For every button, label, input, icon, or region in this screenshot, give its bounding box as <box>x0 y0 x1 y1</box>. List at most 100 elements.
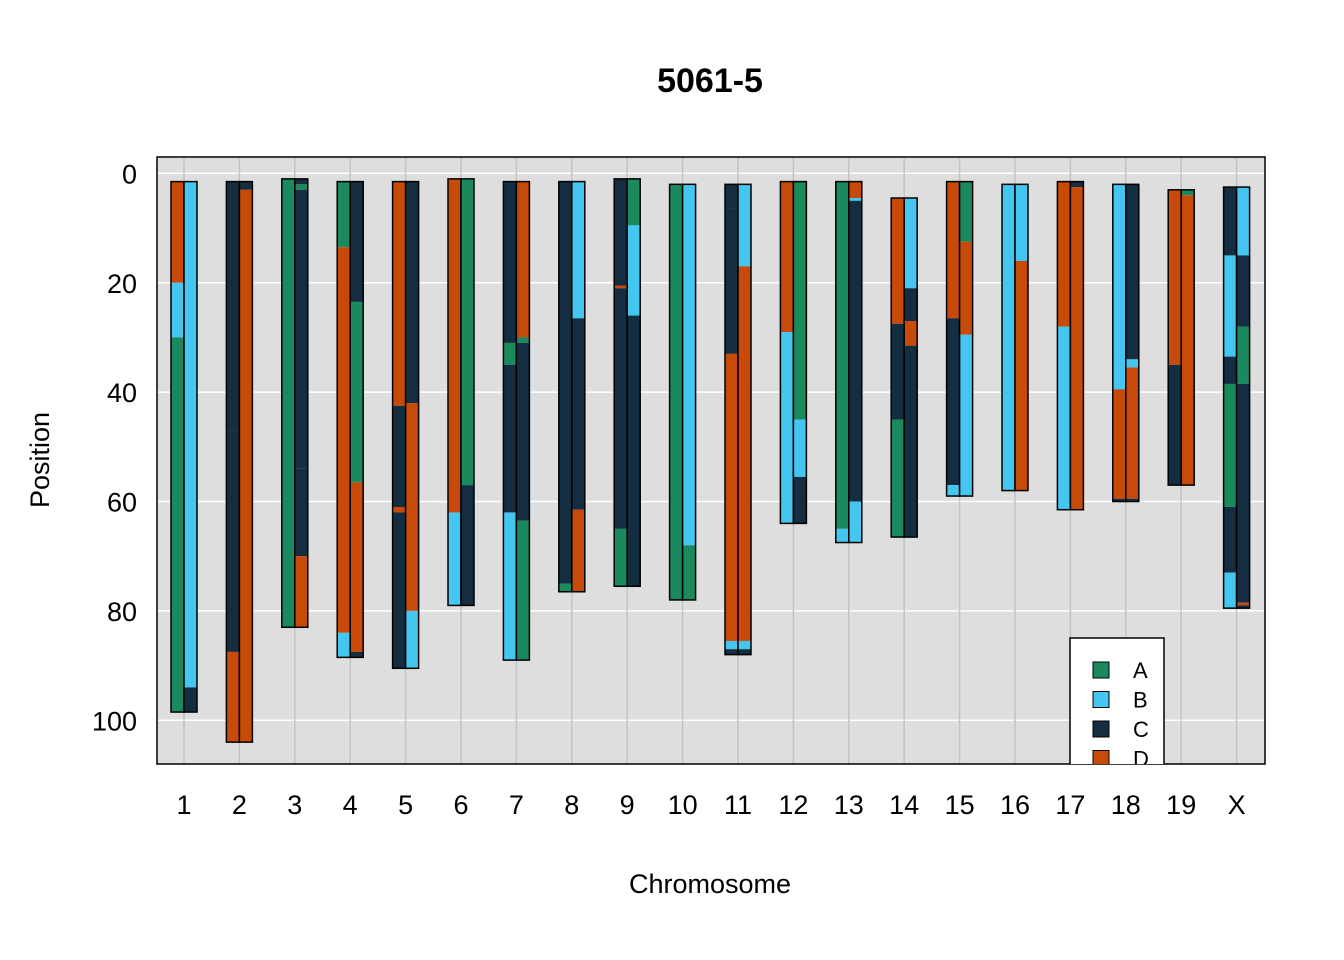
segment-left-D <box>337 247 351 633</box>
chromosome-2 <box>225 180 254 743</box>
chromosome-16 <box>1001 183 1029 492</box>
segment-right-B <box>184 181 197 688</box>
segment-right-B <box>682 184 696 546</box>
segment-left-C <box>226 181 240 431</box>
x-tick-label: 14 <box>889 790 919 820</box>
chromosome-17 <box>1056 180 1085 511</box>
segment-left-B <box>780 331 794 524</box>
segment-left-D <box>392 181 406 406</box>
x-tick-label: 7 <box>509 790 524 820</box>
chromosome-bars <box>170 178 1251 743</box>
x-tick-label: 15 <box>945 790 975 820</box>
haplotype-outline-right <box>460 178 475 607</box>
segment-right-C <box>738 649 751 655</box>
chromosome-11 <box>724 183 752 656</box>
x-tick-label: 13 <box>834 790 864 820</box>
segment-left-B <box>1223 572 1237 609</box>
x-axis-ticks: 1 2 3 4 5 6 7 8 9 10 11 12 13 14 15 16 17 18 19 X <box>176 790 1245 820</box>
segment-left-A <box>171 337 184 713</box>
haplotype-outline-right <box>737 183 752 656</box>
x-tick-label: 17 <box>1055 790 1085 820</box>
segment-right-D <box>571 509 585 592</box>
segment-right-C <box>848 200 862 502</box>
segment-left-B <box>337 632 351 658</box>
segment-left-B <box>946 485 960 491</box>
x-tick-label: 4 <box>343 790 358 820</box>
segment-right-B <box>405 610 419 669</box>
segment-right-C <box>405 181 419 404</box>
segment-left-C <box>1168 364 1182 486</box>
x-tick-label: 9 <box>620 790 635 820</box>
chromosome-13 <box>835 180 863 544</box>
segment-left-A <box>1223 383 1237 507</box>
segment-left-A <box>614 528 628 587</box>
segment-left-C <box>725 184 738 209</box>
segment-left-C <box>558 181 572 584</box>
chromosome-X <box>1222 186 1251 609</box>
haplotype-outline-right <box>404 180 420 670</box>
legend-box <box>1069 637 1165 764</box>
segment-right-A <box>461 178 474 486</box>
legend-swatch-D <box>1092 750 1110 764</box>
segment-right-D <box>848 181 862 199</box>
segment-right-B <box>959 334 973 497</box>
segment-right-A <box>350 301 364 483</box>
segment-left-D <box>891 198 905 324</box>
segment-left-C <box>503 364 517 513</box>
segment-right-D <box>904 321 918 346</box>
segment-right-A <box>682 545 696 600</box>
x-tick-label: 16 <box>1000 790 1030 820</box>
x-tick-label: 10 <box>668 790 698 820</box>
segment-left-D <box>614 285 628 289</box>
chromosome-14 <box>890 197 918 538</box>
chromosome-18 <box>1112 183 1140 503</box>
y-tick-label: 0 <box>122 159 137 189</box>
segment-left-D <box>226 651 240 743</box>
haplotype-outline-right <box>515 180 531 661</box>
segment-right-C <box>461 485 474 606</box>
segment-left-B <box>1223 255 1237 357</box>
x-tick-label: 5 <box>398 790 413 820</box>
segment-left-C <box>614 288 628 529</box>
y-tick-label: 80 <box>107 597 137 627</box>
legend-swatch-C <box>1092 720 1110 738</box>
segment-right-D <box>1015 260 1028 491</box>
haplotype-outline-right <box>1014 183 1029 492</box>
segment-left-A <box>891 419 905 538</box>
segment-right-C <box>571 318 585 510</box>
segment-left-B <box>725 640 738 650</box>
x-tick-label: 6 <box>453 790 468 820</box>
segment-left-C <box>725 649 738 655</box>
segment-left-C <box>946 318 960 486</box>
segment-right-A <box>516 337 530 343</box>
haplotype-outline-right <box>571 180 586 593</box>
haplotype-outline-right <box>681 183 697 601</box>
y-tick-label: 40 <box>107 378 137 408</box>
segment-left-B <box>171 282 184 338</box>
haplotype-outline-right <box>238 180 254 743</box>
segment-right-A <box>1236 326 1250 384</box>
segment-left-D <box>448 178 461 513</box>
segment-right-C <box>627 315 641 587</box>
haplotype-outline-right <box>183 180 198 713</box>
legend-swatch-A <box>1092 661 1110 679</box>
x-tick-label: 1 <box>176 790 191 820</box>
haplotype-outline-right <box>349 180 364 659</box>
segment-right-C <box>904 345 918 538</box>
segment-right-C <box>294 189 308 469</box>
chromosome-3 <box>281 178 309 629</box>
segment-right-B <box>904 198 918 289</box>
chromosome-7 <box>502 180 531 661</box>
x-tick-label: 3 <box>287 790 302 820</box>
segment-right-B <box>848 198 862 201</box>
segment-right-C <box>1236 605 1250 609</box>
segment-right-C <box>516 342 530 521</box>
segment-right-A <box>294 184 308 190</box>
x-tick-label: 8 <box>564 790 579 820</box>
segment-left-B <box>835 528 849 543</box>
y-tick-label: 100 <box>92 706 137 736</box>
segment-left-B <box>1057 326 1071 510</box>
segment-left-C <box>503 181 517 343</box>
chromosome-9 <box>613 178 641 588</box>
haplotype-outline-right <box>903 197 918 538</box>
